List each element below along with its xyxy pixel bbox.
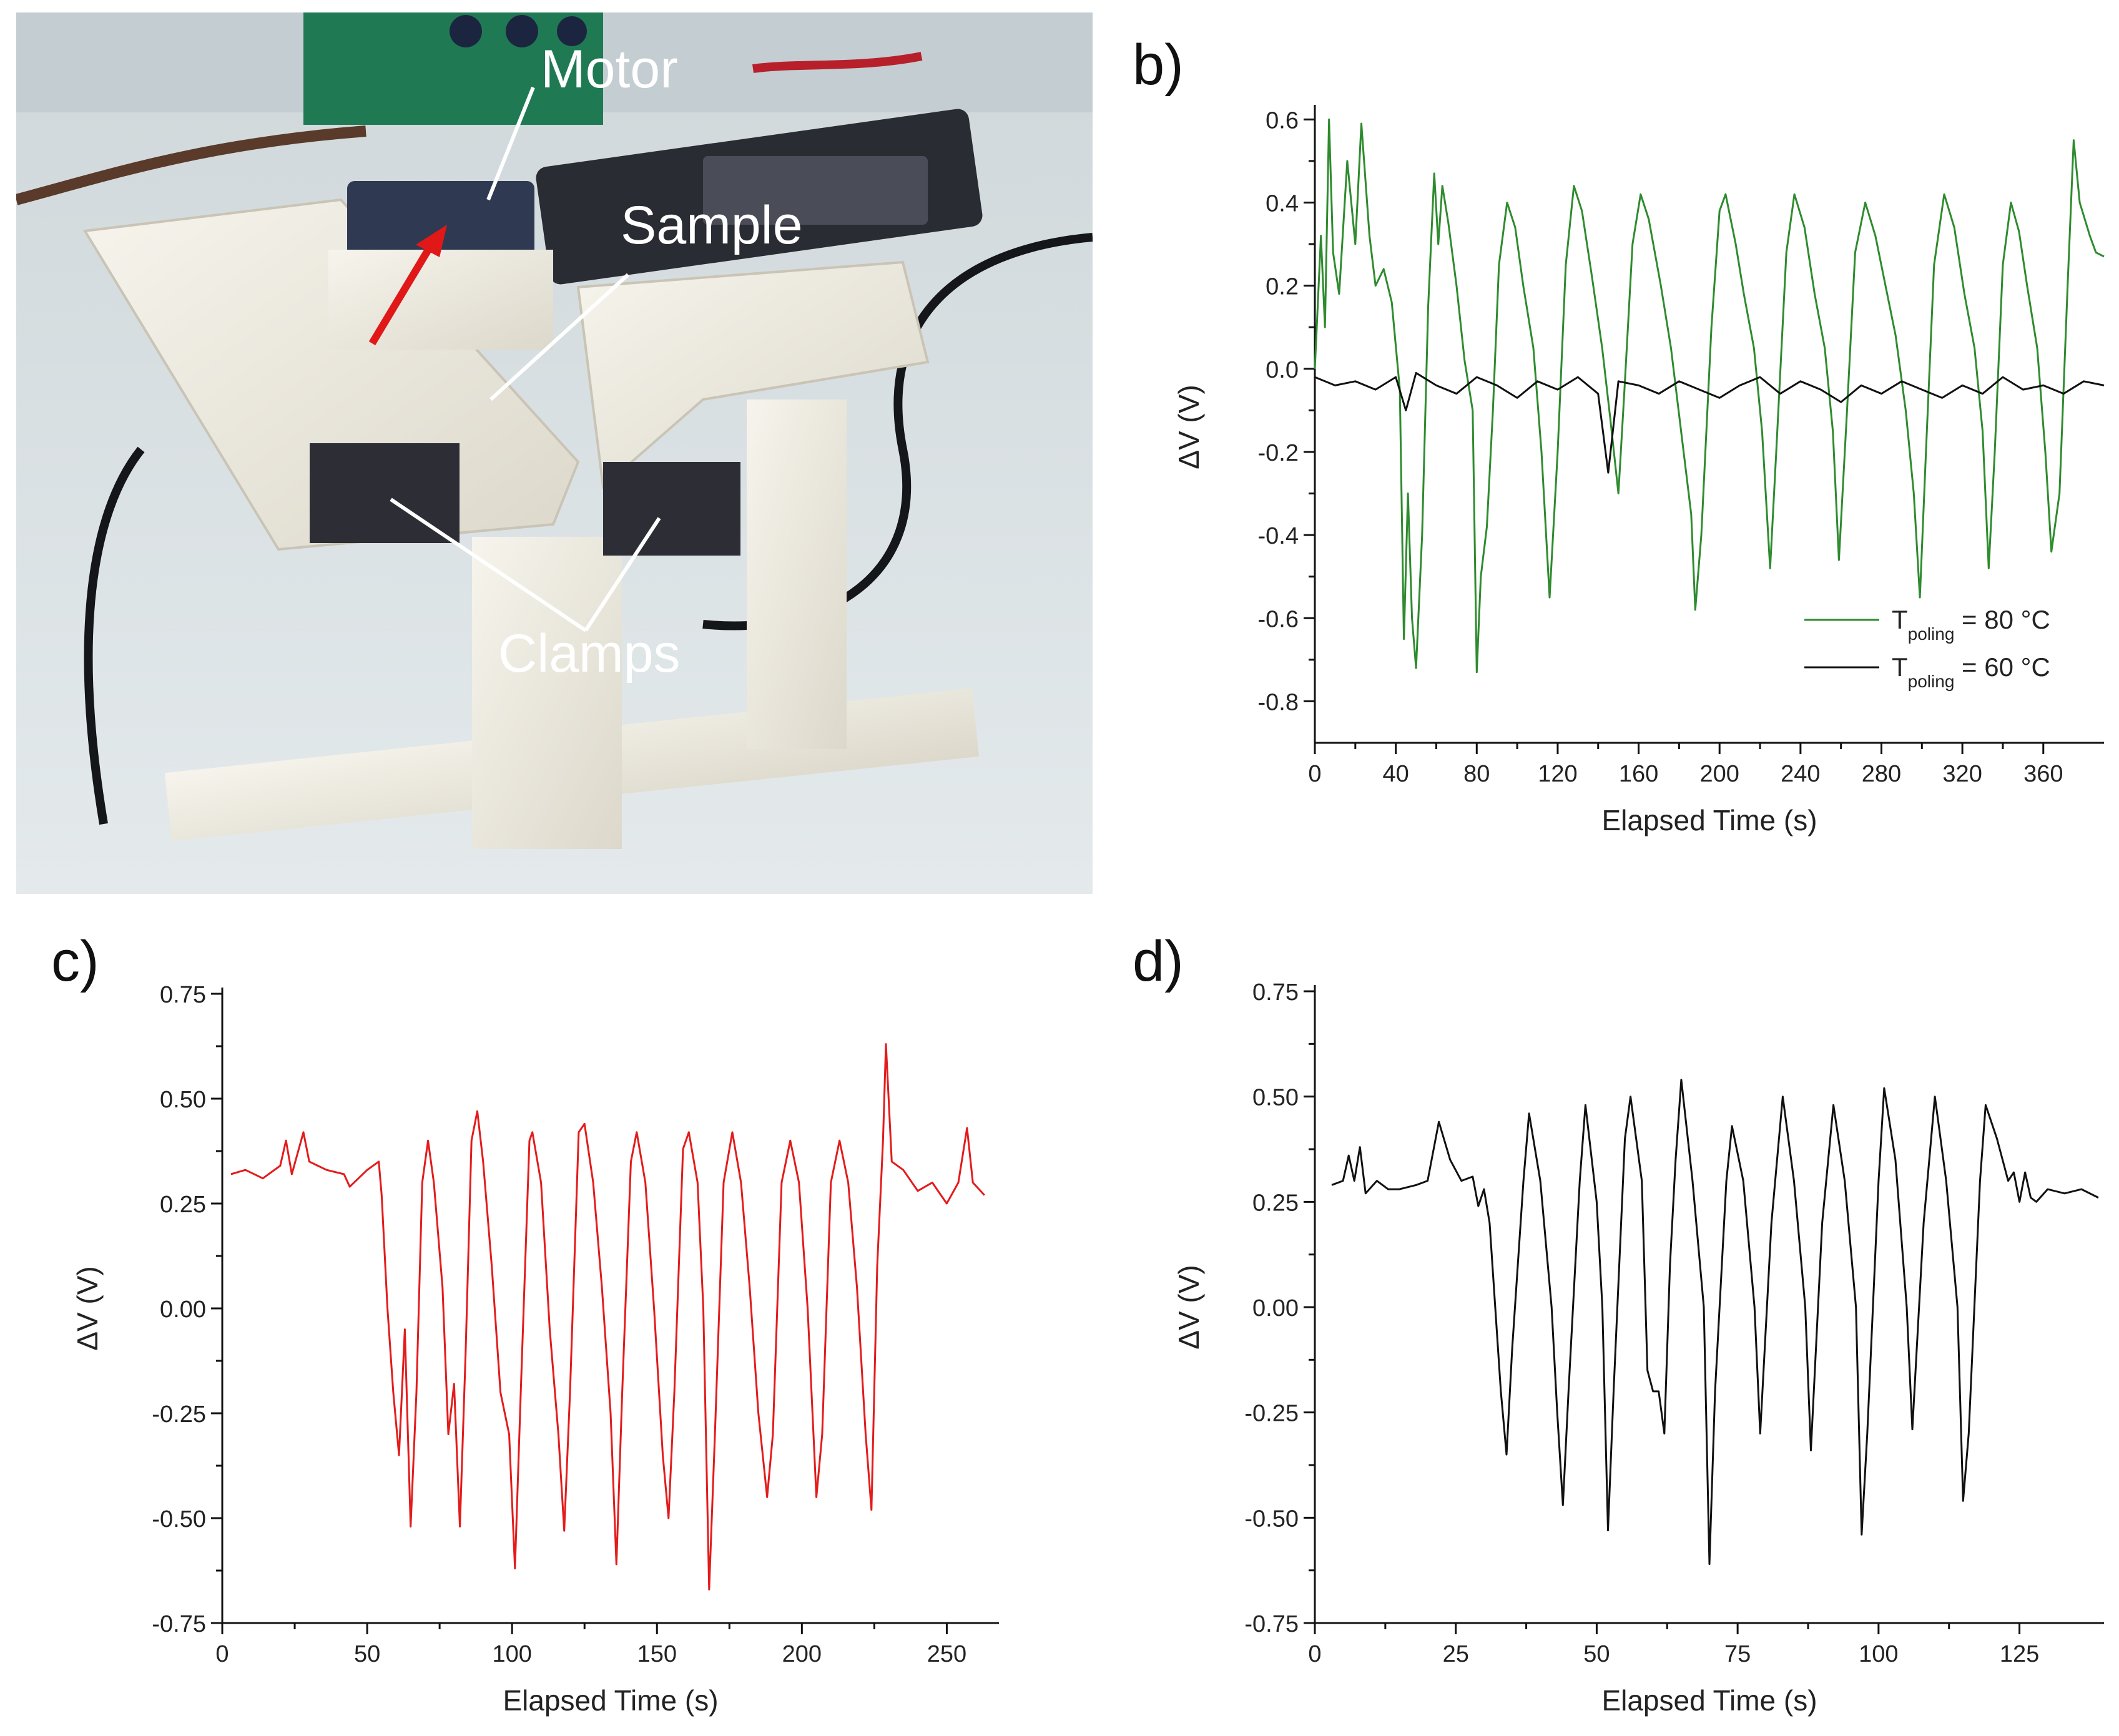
- y-tick-label: -0.75: [1244, 1611, 1299, 1637]
- x-tick-label: 125: [2000, 1641, 2039, 1667]
- chart-c: 0.75 0.50 0.25 0.00 -0.25 -0.50 -0.75 0 50 100 150…: [71, 982, 999, 1717]
- y-tick-label: 0.50: [1252, 1085, 1299, 1111]
- knob: [557, 16, 587, 46]
- y-tick-label: 0.25: [160, 1192, 206, 1218]
- clamps-pointer: [584, 517, 661, 632]
- legend-label: Tpoling = 80 °C: [1892, 605, 2050, 644]
- motor-pointer: [486, 86, 535, 201]
- x-tick-label: 75: [1724, 1641, 1751, 1667]
- legend-label: Tpoling = 60 °C: [1892, 652, 2050, 691]
- x-tick-label: 280: [1862, 761, 1901, 787]
- panel-label-d: d): [1133, 929, 1184, 993]
- x-axis-label: Elapsed Time (s): [1601, 804, 1817, 836]
- y-tick-label: 0.50: [160, 1087, 206, 1113]
- chart-d: 0.75 0.50 0.25 0.00 -0.25 -0.50 -0.75 0 25 50 75 10…: [1173, 979, 2104, 1717]
- y-tick-label: 0.00: [160, 1297, 206, 1323]
- x-tick-label: 360: [2023, 761, 2063, 787]
- x-tick-label: 0: [1308, 761, 1321, 787]
- series-line-2: [1314, 371, 2105, 474]
- y-tick-label: -0.4: [1258, 523, 1299, 549]
- x-tick-label: 25: [1443, 1641, 1469, 1667]
- x-tick-label: 80: [1463, 761, 1490, 787]
- series-line-1: [230, 1043, 985, 1591]
- sample-pointer: [489, 273, 630, 401]
- x-tick-label: 200: [782, 1641, 822, 1667]
- y-tick-label: 0.25: [1252, 1190, 1299, 1216]
- knob: [506, 15, 538, 47]
- power-supply-vents: [703, 156, 928, 225]
- y-tick-label: 0.6: [1266, 107, 1299, 134]
- x-tick-label: 50: [354, 1641, 380, 1667]
- y-tick-label: 0.2: [1266, 274, 1299, 300]
- series-line-1: [1314, 118, 2105, 674]
- y-tick-label: -0.6: [1258, 606, 1299, 632]
- y-axis-label: ΔV (V): [1173, 1265, 1205, 1350]
- y-tick-label: 0.00: [1252, 1295, 1299, 1322]
- y-tick-label: 0.0: [1266, 357, 1299, 383]
- y-tick-label: -0.50: [1244, 1506, 1299, 1532]
- x-tick-label: 0: [215, 1641, 229, 1667]
- motion-arrow-icon: [368, 247, 432, 346]
- knob: [450, 15, 482, 47]
- y-tick-label: -0.75: [152, 1611, 206, 1637]
- cable-black: [84, 446, 145, 825]
- y-tick-label: -0.8: [1258, 689, 1299, 715]
- cable-bundle: [16, 125, 366, 205]
- x-tick-label: 50: [1583, 1641, 1610, 1667]
- x-tick-label: 120: [1538, 761, 1577, 787]
- device-photo: Motor Sample Clamps: [16, 12, 1093, 894]
- y-tick-label: -0.25: [1244, 1401, 1299, 1427]
- x-tick-label: 240: [1781, 761, 1820, 787]
- x-tick-label: 100: [492, 1641, 531, 1667]
- panel-label-c: c): [51, 929, 99, 993]
- x-tick-label: 160: [1619, 761, 1658, 787]
- y-axis-label: ΔV (V): [71, 1266, 104, 1351]
- chart-b: 0.6 0.4 0.2 0.0 -0.2 -0.4 -0.6 -0.8 0 40 80 120 160 2…: [1173, 105, 2105, 836]
- x-tick-label: 0: [1308, 1641, 1321, 1667]
- label-sample: Sample: [621, 195, 803, 255]
- x-tick-label: 40: [1383, 761, 1409, 787]
- series-line-1: [1331, 1079, 2099, 1565]
- cable-red: [752, 52, 923, 73]
- x-tick-label: 320: [1942, 761, 1982, 787]
- y-axis-label: ΔV (V): [1173, 385, 1205, 469]
- label-clamps: Clamps: [498, 624, 681, 684]
- y-tick-label: 0.4: [1266, 190, 1299, 217]
- motion-arrow-head-icon: [416, 225, 447, 257]
- label-motor: Motor: [541, 39, 678, 99]
- x-tick-label: 150: [637, 1641, 677, 1667]
- x-tick-label: 200: [1700, 761, 1739, 787]
- y-tick-label: 0.75: [160, 982, 206, 1008]
- y-tick-label: -0.50: [152, 1506, 206, 1532]
- test-rig: [82, 181, 980, 849]
- clamps-pointer: [390, 498, 587, 632]
- panel-label-b: b): [1133, 33, 1184, 97]
- y-tick-label: 0.75: [1252, 979, 1299, 1006]
- x-tick-label: 250: [927, 1641, 966, 1667]
- x-tick-label: 100: [1859, 1641, 1898, 1667]
- x-axis-label: Elapsed Time (s): [503, 1684, 718, 1717]
- x-axis-label: Elapsed Time (s): [1601, 1684, 1817, 1717]
- y-tick-label: -0.25: [152, 1401, 206, 1428]
- y-tick-label: -0.2: [1258, 440, 1299, 466]
